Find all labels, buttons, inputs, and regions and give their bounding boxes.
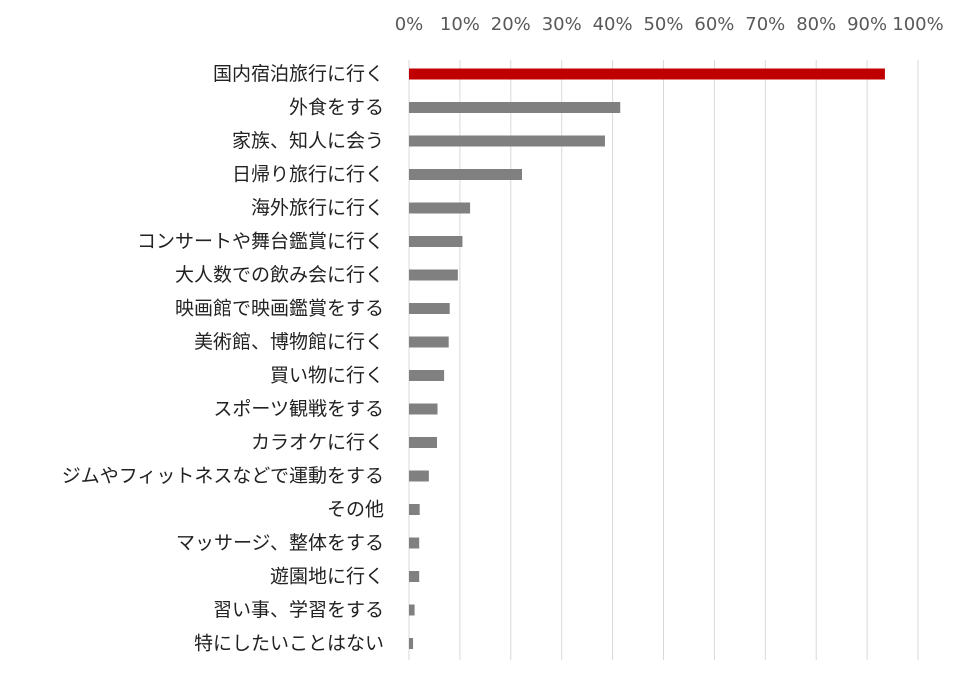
bar [409, 571, 420, 582]
category-labels: 国内宿泊旅行に行く外食をする家族、知人に会う日帰り旅行に行く海外旅行に行くコンサ… [62, 63, 384, 655]
x-tick-label: 60% [694, 14, 734, 35]
bar [409, 370, 445, 381]
category-label: ジムやフィットネスなどで運動をする [62, 465, 384, 487]
category-label: 外食をする [289, 97, 384, 119]
x-tick-label: 100% [892, 14, 943, 35]
category-label: 映画館で映画鑑賞をする [175, 298, 384, 320]
category-label: 海外旅行に行く [251, 197, 384, 219]
category-label: コンサートや舞台鑑賞に行く [137, 231, 384, 253]
bar [409, 470, 429, 482]
bar [409, 102, 621, 113]
x-tick-label: 0% [395, 14, 424, 35]
x-tick-label: 50% [643, 14, 683, 35]
category-label: 美術館、博物館に行く [194, 331, 384, 353]
x-axis-ticks: 0% 10% 20% 30% 40% 50% 60% 70% 80% 90% 100% [395, 14, 944, 35]
category-label: その他 [327, 499, 384, 521]
category-label: 日帰り旅行に行く [232, 164, 384, 186]
category-label: 大人数での飲み会に行く [175, 264, 384, 286]
bar [409, 437, 437, 448]
category-label: マッサージ、整体をする [176, 532, 384, 554]
x-tick-label: 90% [847, 14, 887, 35]
bar [409, 403, 438, 415]
bar [409, 336, 449, 348]
x-tick-label: 20% [491, 14, 531, 35]
bar [409, 504, 420, 515]
x-tick-label: 40% [593, 14, 633, 35]
category-label: 買い物に行く [270, 365, 384, 387]
category-label: 国内宿泊旅行に行く [213, 63, 384, 85]
category-label: 遊園地に行く [270, 566, 384, 588]
category-label: 家族、知人に会う [232, 130, 384, 152]
category-label: カラオケに行く [251, 432, 384, 454]
bar [409, 303, 450, 314]
grid-lines [408, 60, 919, 660]
bar [409, 604, 415, 616]
bar [409, 269, 458, 281]
category-label: スポーツ観戦をする [213, 398, 384, 420]
x-tick-label: 70% [745, 14, 785, 35]
bar [409, 537, 420, 549]
bar [409, 169, 522, 180]
bar [409, 638, 414, 649]
bar [409, 202, 471, 214]
bar [409, 68, 885, 80]
category-label: 特にしたいことはない [194, 633, 384, 655]
x-tick-label: 30% [542, 14, 582, 35]
bar [409, 236, 463, 247]
x-tick-label: 10% [440, 14, 480, 35]
bars [409, 68, 885, 649]
bar [409, 135, 605, 147]
category-label: 習い事、学習をする [213, 599, 384, 621]
x-tick-label: 80% [796, 14, 836, 35]
